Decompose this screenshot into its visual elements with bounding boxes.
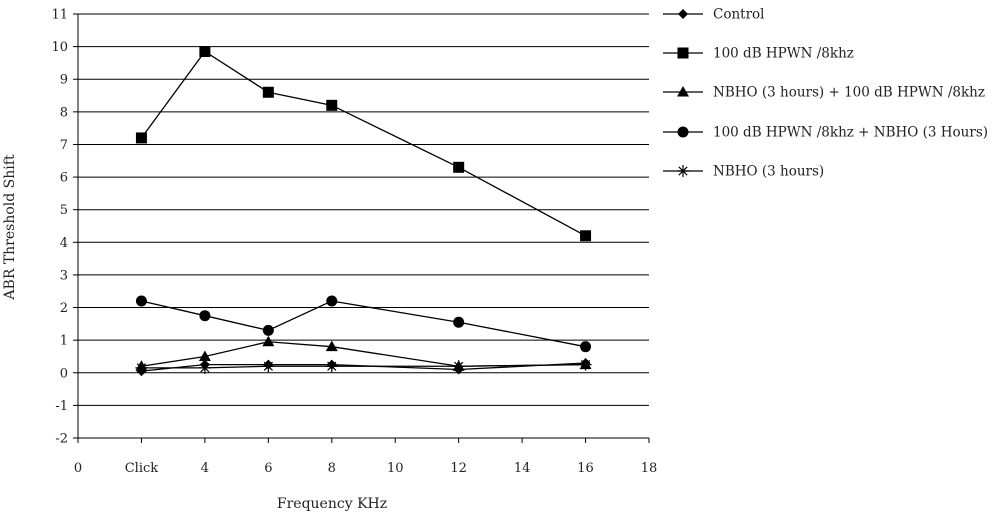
asterisk-marker	[325, 360, 338, 373]
series-lines	[135, 46, 592, 377]
grid-lines	[78, 13, 649, 406]
x-tick-label: 12	[450, 461, 467, 476]
circle-marker	[262, 324, 274, 336]
y-tick-label: 7	[60, 138, 68, 153]
x-tick-label: 8	[328, 461, 336, 476]
legend-item: Control	[663, 7, 764, 23]
asterisk-marker	[452, 360, 465, 373]
square-marker	[199, 46, 211, 58]
square-marker	[677, 47, 689, 59]
x-axis-title: Frequency KHz	[277, 496, 387, 512]
square-marker	[326, 99, 338, 111]
y-tick-labels: -2 -1 0 1 2 3 4 5 6 7 8 9 10 11	[51, 8, 68, 447]
legend-item: NBHO (3 hours)	[663, 164, 824, 180]
asterisk-marker	[198, 361, 211, 374]
x-tick-label: 4	[201, 461, 209, 476]
series-2	[135, 46, 592, 242]
triangle-marker	[262, 335, 275, 347]
x-tick-label: 16	[577, 461, 594, 476]
asterisk-marker	[135, 361, 148, 374]
series-line	[141, 362, 586, 372]
square-marker	[135, 132, 147, 144]
y-tick-label: 4	[60, 236, 68, 251]
y-axis-title: ABR Threshold Shift	[2, 154, 18, 301]
x-tick-labels: 0 Click 4 6 8 10 12 14 16 18	[74, 461, 657, 476]
legend-item: 100 dB HPWN /8khz + NBHO (3 Hours)	[663, 125, 988, 141]
x-tick-label: 6	[264, 461, 272, 476]
triangle-marker	[325, 340, 338, 352]
legend-item: NBHO (3 hours) + 100 dB HPWN /8khz	[663, 85, 985, 101]
x-tick-label: Click	[125, 461, 159, 476]
circle-marker	[580, 341, 592, 353]
legend-label: NBHO (3 hours) + 100 dB HPWN /8khz	[713, 85, 985, 101]
circle-marker	[199, 310, 211, 322]
diamond-marker	[678, 9, 688, 19]
series-line	[141, 300, 586, 348]
x-tick-label: 18	[641, 461, 658, 476]
triangle-marker	[198, 350, 211, 361]
circle-marker	[453, 316, 465, 328]
y-tick-label: 2	[60, 301, 68, 316]
y-tick-label: -1	[55, 399, 68, 414]
y-tick-label: 1	[60, 334, 68, 349]
y-tick-label: 9	[60, 73, 68, 88]
asterisk-marker	[677, 165, 689, 177]
triangle-marker	[677, 86, 689, 97]
y-tick-label: 0	[60, 366, 68, 381]
x-tick-label: 0	[74, 461, 82, 476]
asterisk-marker	[262, 360, 275, 373]
y-tick-label: 10	[51, 40, 68, 55]
y-tick-label: -2	[55, 432, 68, 447]
series-4	[135, 295, 592, 353]
series-line	[141, 341, 586, 367]
legend-item: 100 dB HPWN /8khz	[663, 46, 854, 62]
series-line	[141, 363, 586, 369]
legend: Control 100 dB HPWN /8khz NBHO (3 hours) +…	[663, 7, 988, 180]
legend-label: Control	[713, 7, 764, 23]
axes	[73, 13, 650, 443]
y-tick-label: 5	[60, 203, 68, 218]
circle-marker	[135, 295, 147, 307]
y-tick-label: 8	[60, 105, 68, 120]
y-tick-label: 11	[51, 8, 68, 23]
x-tick-label: 10	[387, 461, 404, 476]
legend-label: NBHO (3 hours)	[713, 164, 824, 180]
circle-marker	[677, 126, 689, 138]
square-marker	[262, 86, 274, 98]
legend-label: 100 dB HPWN /8khz + NBHO (3 Hours)	[713, 125, 988, 141]
y-tick-label: 3	[60, 268, 68, 283]
asterisk-marker	[579, 358, 592, 371]
square-marker	[453, 161, 465, 173]
series-5	[135, 358, 592, 374]
legend-label: 100 dB HPWN /8khz	[713, 46, 854, 62]
circle-marker	[326, 295, 338, 307]
series-line	[140, 50, 586, 237]
y-tick-label: 6	[60, 171, 68, 186]
x-tick-label: 14	[514, 461, 531, 476]
square-marker	[580, 230, 592, 242]
